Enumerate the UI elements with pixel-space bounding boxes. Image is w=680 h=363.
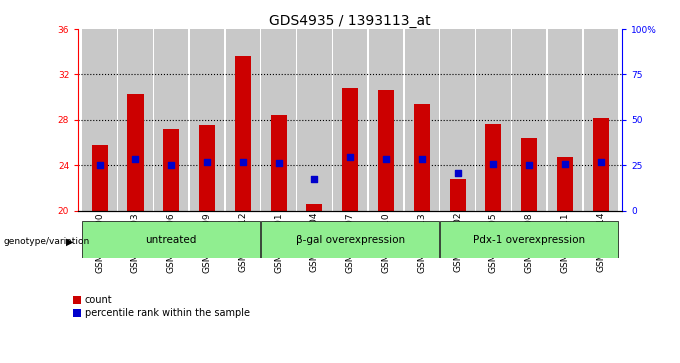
Bar	[307, 204, 322, 211]
Bar	[413, 104, 430, 211]
Bar	[548, 29, 582, 211]
Point	[381, 156, 392, 162]
Bar	[557, 157, 573, 211]
Bar	[521, 138, 537, 211]
Bar	[405, 29, 439, 211]
Title: GDS4935 / 1393113_at: GDS4935 / 1393113_at	[269, 14, 431, 28]
Text: ▶: ▶	[66, 236, 73, 246]
Bar	[235, 56, 251, 211]
Point	[309, 176, 320, 182]
Bar	[476, 29, 511, 211]
Point	[524, 162, 534, 168]
Point	[416, 156, 427, 162]
Bar	[261, 29, 296, 211]
Bar	[163, 129, 180, 211]
Point	[201, 159, 212, 165]
Bar	[593, 118, 609, 211]
Point	[273, 160, 284, 166]
Bar	[378, 90, 394, 211]
Point	[488, 161, 499, 167]
Point	[130, 156, 141, 162]
Bar	[583, 29, 618, 211]
Bar	[449, 179, 466, 211]
Bar	[297, 29, 332, 211]
Bar	[154, 29, 188, 211]
Text: untreated: untreated	[146, 234, 197, 245]
Bar	[342, 88, 358, 211]
Bar	[226, 29, 260, 211]
Point	[95, 162, 105, 168]
FancyBboxPatch shape	[82, 221, 260, 258]
Bar	[369, 29, 403, 211]
Bar	[486, 124, 501, 211]
Bar	[512, 29, 546, 211]
Point	[595, 159, 606, 165]
Point	[166, 162, 177, 168]
Text: Pdx-1 overexpression: Pdx-1 overexpression	[473, 234, 585, 245]
Bar	[441, 29, 475, 211]
Point	[560, 161, 571, 167]
Bar	[271, 115, 287, 211]
Point	[452, 170, 463, 176]
Legend: count, percentile rank within the sample: count, percentile rank within the sample	[73, 295, 250, 318]
Bar	[82, 29, 117, 211]
Text: β-gal overexpression: β-gal overexpression	[296, 234, 405, 245]
Bar	[92, 145, 107, 211]
Bar	[190, 29, 224, 211]
Bar	[199, 126, 215, 211]
FancyBboxPatch shape	[441, 221, 618, 258]
Bar	[127, 94, 143, 211]
Text: genotype/variation: genotype/variation	[3, 237, 90, 246]
Point	[345, 154, 356, 160]
Bar	[333, 29, 367, 211]
Point	[237, 159, 248, 165]
FancyBboxPatch shape	[261, 221, 439, 258]
Bar	[118, 29, 152, 211]
